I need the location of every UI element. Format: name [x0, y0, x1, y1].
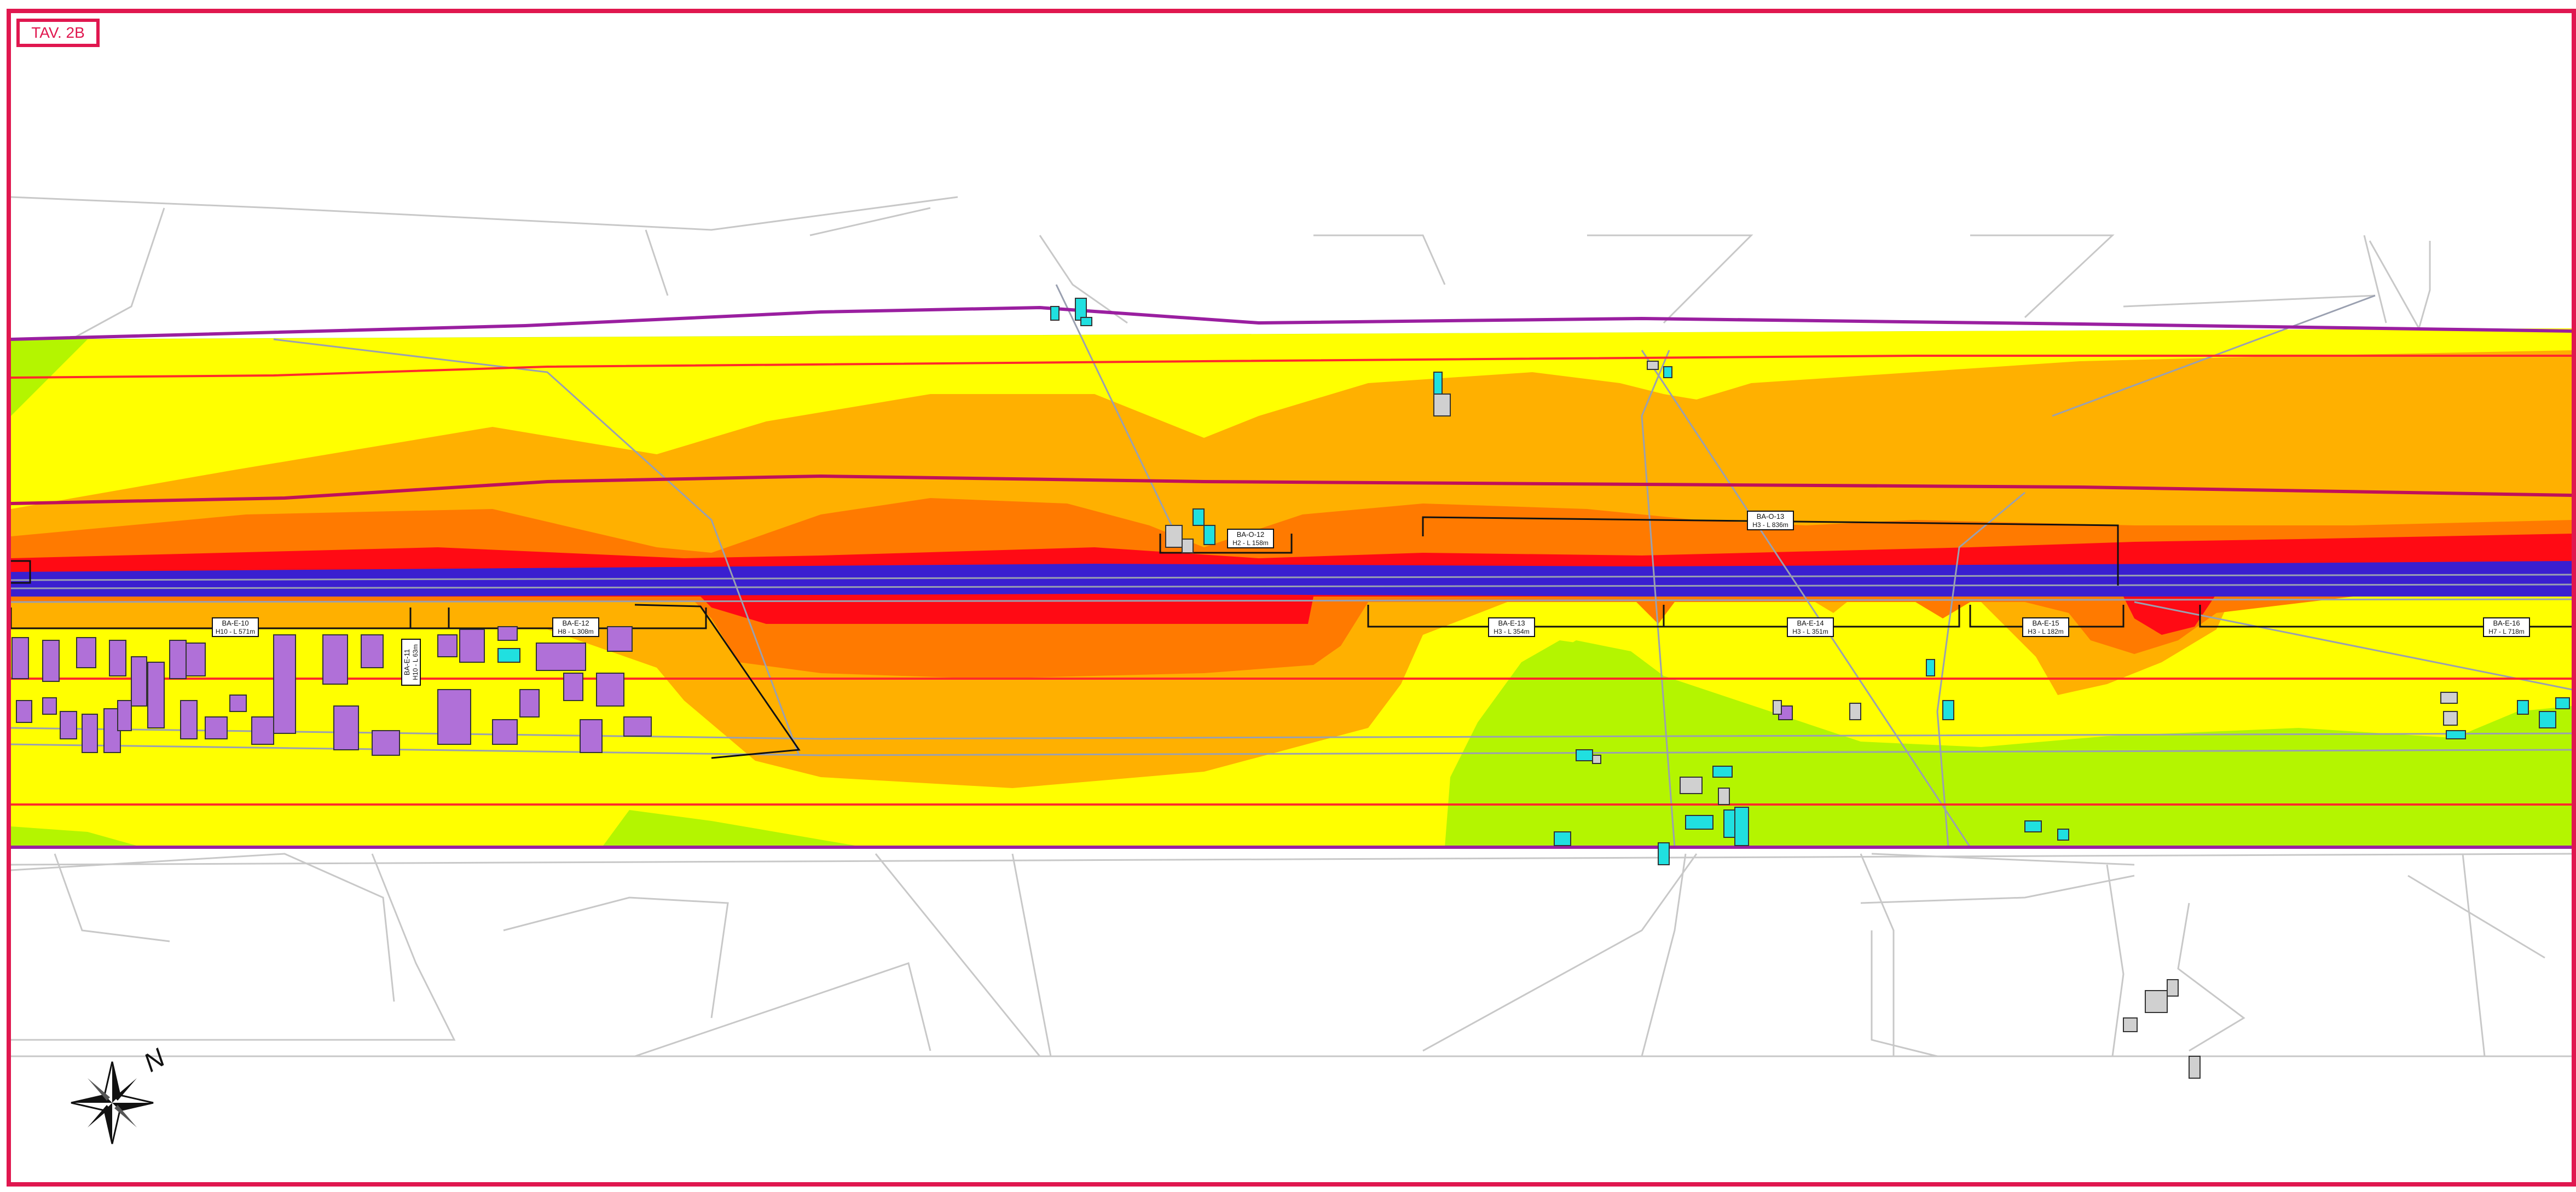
barrier-spec: H10 - L 571m: [216, 628, 255, 635]
barrier-spec: H3 - L 182m: [2028, 628, 2064, 635]
barrier-brackets: [10, 516, 2572, 759]
barrier-label: BA-E-12 H8 - L 308m: [552, 617, 599, 637]
barrier-label: BA-E-11 H10 - L 63m: [401, 639, 421, 686]
barrier-label: BA-O-12 H2 - L 158m: [1227, 529, 1274, 548]
barrier-label: BA-E-14 H3 - L 351m: [1787, 617, 1834, 637]
buildings-other: [497, 298, 2570, 865]
barrier-label: BA-O-13 H3 - L 836m: [1747, 511, 1794, 530]
offset-line-north: [10, 355, 2572, 379]
barrier-id: BA-E-13: [1498, 619, 1525, 627]
sheet-title: TAV. 2B: [16, 19, 100, 47]
barrier-spec: H10 - L 63m: [412, 644, 419, 680]
barrier-id: BA-E-12: [562, 619, 589, 627]
barrier-spec: H3 - L 836m: [1752, 521, 1788, 529]
barrier-label: BA-E-16 H7 - L 718m: [2483, 617, 2530, 637]
barrier-label: BA-E-10 H10 - L 571m: [212, 617, 259, 637]
barrier-id: BA-E-14: [1797, 619, 1824, 627]
barrier-id: BA-E-11: [403, 649, 411, 675]
zone-lime-pocket: [2408, 706, 2572, 847]
buildings-receptors: [11, 626, 1793, 756]
band-line-inner: [10, 474, 2573, 505]
barrier-spec: H7 - L 718m: [2488, 628, 2525, 635]
barrier-label: BA-E-13 H3 - L 354m: [1488, 617, 1535, 637]
barrier-spec: H2 - L 158m: [1232, 539, 1269, 547]
barrier-id: BA-E-10: [222, 619, 248, 627]
cadastral-lines: [10, 196, 2573, 1057]
barrier-id: BA-E-15: [2032, 619, 2059, 627]
barrier-id: BA-E-16: [2493, 619, 2520, 627]
band-line-north: [10, 305, 2573, 341]
zone-lime-pocket: [1478, 640, 2080, 847]
band-limits: [10, 305, 2573, 849]
barrier-label: BA-E-15 H3 - L 182m: [2022, 617, 2069, 637]
barrier-spec: H8 - L 308m: [558, 628, 594, 635]
barrier-id: BA-O-12: [1237, 530, 1265, 539]
buildings-minor: [1165, 361, 2458, 1079]
barrier-spec: H3 - L 351m: [1792, 628, 1828, 635]
barrier-spec: H3 - L 354m: [1493, 628, 1530, 635]
barrier-id: BA-O-13: [1757, 512, 1785, 520]
